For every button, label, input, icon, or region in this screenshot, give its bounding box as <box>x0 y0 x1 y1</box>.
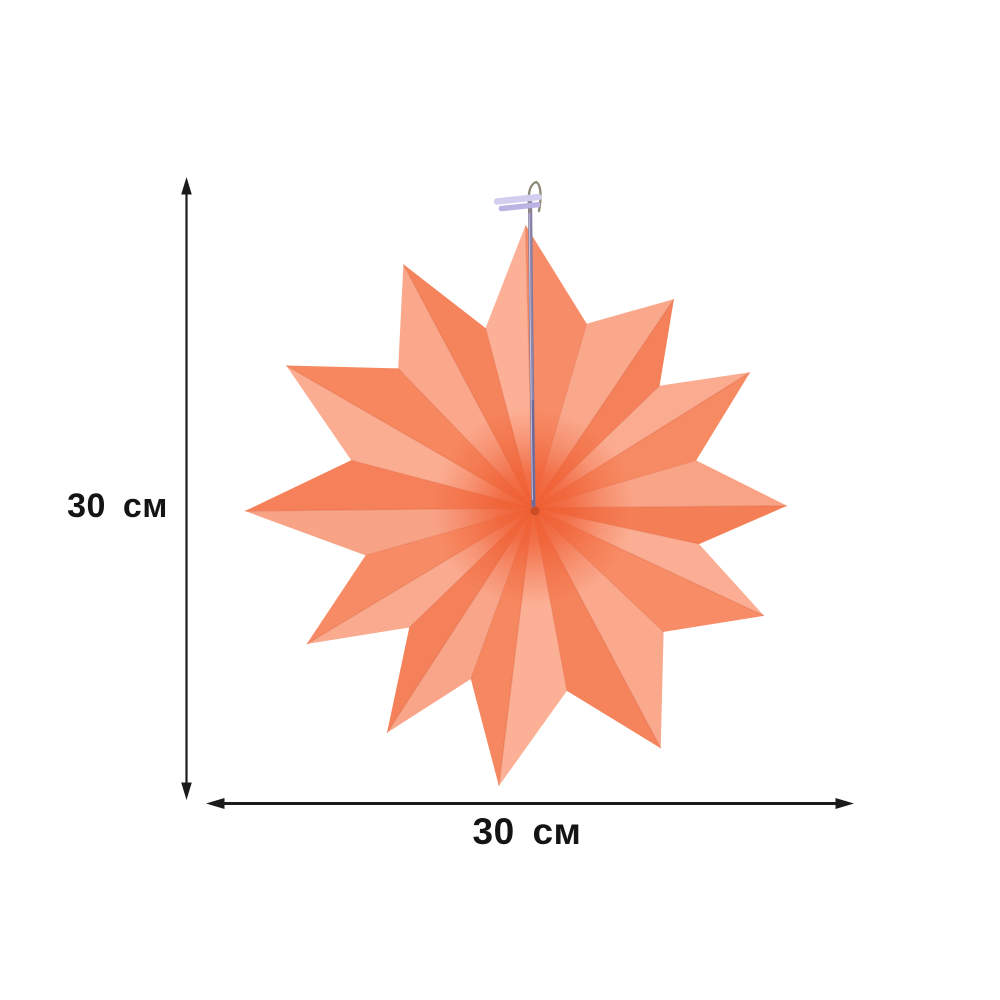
arrow-down-head <box>181 782 192 800</box>
width-dimension-label: 30 см <box>472 811 582 852</box>
arrow-right-head <box>835 798 854 809</box>
center-knot <box>530 506 540 516</box>
height-dimension-label: 30 см <box>67 487 168 525</box>
arrow-up-head <box>181 177 192 195</box>
arrow-left-head <box>206 798 225 809</box>
width-dimension-arrow <box>206 798 854 809</box>
height-dimension-arrow <box>181 177 192 800</box>
cord-clip <box>493 193 542 212</box>
hanging-cord <box>527 197 536 509</box>
